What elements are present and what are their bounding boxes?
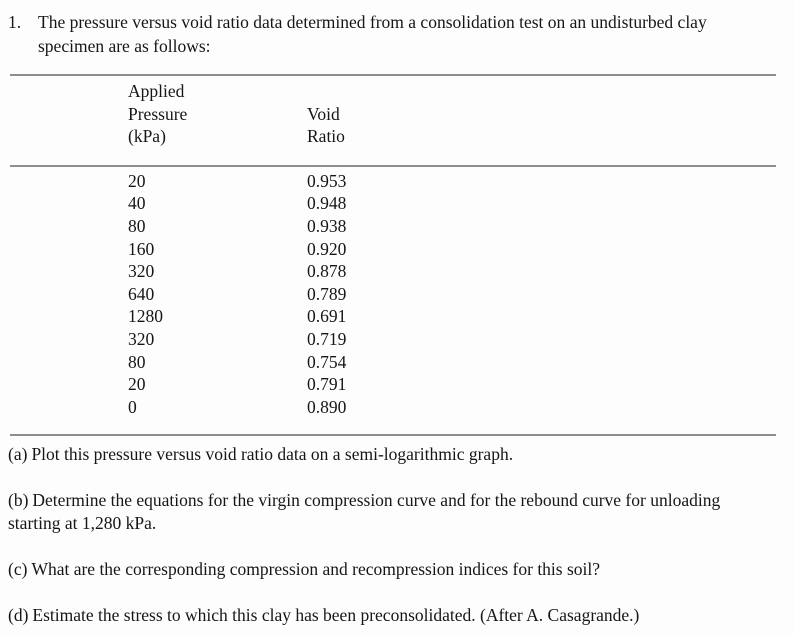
question-d-text: Estimate the stress to which this clay h… <box>32 605 640 626</box>
question-c-text: What are the corresponding compression a… <box>31 559 601 580</box>
problem-number: 1. <box>8 12 22 32</box>
void-ratio-cell: 0.791 <box>307 374 347 395</box>
table-header-row: Applied <box>10 80 776 103</box>
void-ratio-cell: 0.938 <box>307 215 347 236</box>
pressure-cell: 20 <box>128 374 146 395</box>
table-header: Applied Pressure Void (kPa) Ratio <box>10 76 776 148</box>
void-ratio-cell: 0.953 <box>307 170 347 191</box>
problem-statement: 1. The pressure versus void ratio data d… <box>8 10 776 58</box>
table-row: 1280 0.691 <box>10 305 776 328</box>
void-ratio-cell: 0.691 <box>307 306 347 327</box>
table-row: 20 0.791 <box>10 373 776 396</box>
pressure-cell: 80 <box>128 351 146 372</box>
question-b: (b) Determine the equations for the virgi… <box>8 489 750 535</box>
pressure-cell: 640 <box>128 283 155 304</box>
void-ratio-cell: 0.890 <box>307 396 347 417</box>
table-body: 20 0.953 40 0.948 80 0.938 160 0.920 320… <box>10 167 776 419</box>
pressure-void-ratio-table: Applied Pressure Void (kPa) Ratio 20 0.9… <box>10 74 776 437</box>
question-c-label: (c) <box>8 559 28 580</box>
pressure-cell: 20 <box>128 170 146 191</box>
pressure-cell: 0 <box>128 396 137 417</box>
table-row: 320 0.878 <box>10 260 776 283</box>
pressure-cell: 1280 <box>128 306 163 327</box>
table-row: 320 0.719 <box>10 328 776 351</box>
question-d-label: (d) <box>8 605 29 626</box>
question-a: (a) Plot this pressure versus void ratio … <box>8 443 750 466</box>
void-ratio-cell: 0.948 <box>307 193 347 214</box>
void-ratio-cell: 0.754 <box>307 351 347 372</box>
question-b-text: Determine the equations for the virgin c… <box>8 490 721 534</box>
col2-header-line1 <box>307 80 776 103</box>
question-b-label: (b) <box>8 490 29 511</box>
question-d: (d) Estimate the stress to which this cla… <box>8 604 750 627</box>
void-ratio-cell: 0.789 <box>307 283 347 304</box>
pressure-cell: 40 <box>128 193 146 214</box>
table-row: 640 0.789 <box>10 283 776 306</box>
table-rule-bottom <box>10 434 776 437</box>
table-row: 0 0.890 <box>10 396 776 419</box>
col1-header-line1: Applied <box>128 81 185 101</box>
table-row: 80 0.938 <box>10 215 776 238</box>
pressure-cell: 320 <box>128 328 155 349</box>
col1-header-line2: Pressure <box>128 103 188 124</box>
table-row: 80 0.754 <box>10 351 776 374</box>
void-ratio-cell: 0.920 <box>307 238 347 259</box>
question-c: (c) What are the corresponding compressio… <box>8 558 750 581</box>
table-row: 20 0.953 <box>10 170 776 193</box>
problem-text: The pressure versus void ratio data dete… <box>38 12 707 56</box>
pressure-cell: 80 <box>128 215 146 236</box>
question-list: (a) Plot this pressure versus void ratio … <box>8 443 776 627</box>
table-rule-top <box>10 74 776 76</box>
col2-header-line3: Ratio <box>307 126 345 147</box>
void-ratio-cell: 0.878 <box>307 261 347 282</box>
void-ratio-cell: 0.719 <box>307 328 347 349</box>
question-a-text: Plot this pressure versus void ratio dat… <box>31 444 514 465</box>
col2-header-line2: Void <box>307 103 340 124</box>
col1-header-line3: (kPa) <box>128 126 166 147</box>
table-row: 160 0.920 <box>10 238 776 261</box>
question-a-label: (a) <box>8 444 28 465</box>
table-header-row: Pressure Void <box>10 103 776 126</box>
table-row: 40 0.948 <box>10 192 776 215</box>
table-header-row: (kPa) Ratio <box>10 125 776 148</box>
table-rule-middle <box>10 164 776 167</box>
pressure-cell: 320 <box>128 261 155 282</box>
pressure-cell: 160 <box>128 238 155 259</box>
